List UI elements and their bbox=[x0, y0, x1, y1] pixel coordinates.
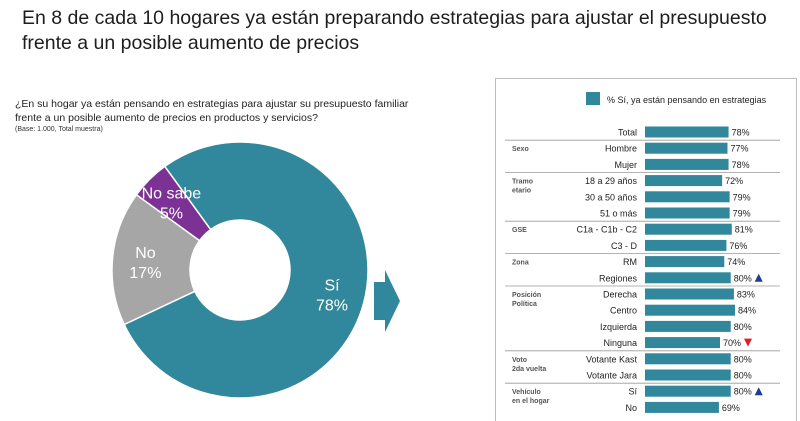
bar bbox=[645, 142, 728, 154]
donut-slice-value: 5% bbox=[160, 205, 183, 222]
sample-base-note: (Base: 1.000, Total muestra) bbox=[15, 126, 103, 133]
triangle-down-icon bbox=[744, 338, 752, 347]
group-label: Vehículo bbox=[512, 389, 541, 396]
breakdown-panel bbox=[495, 78, 797, 421]
bar-value-label: 69% bbox=[722, 403, 740, 413]
bar-value-label: 79% bbox=[733, 192, 751, 202]
donut-slice-label: Sí bbox=[324, 278, 340, 295]
bar-value-label: 78% bbox=[732, 128, 750, 138]
bar-value-label: 76% bbox=[729, 241, 747, 251]
bar-category-label: Izquierda bbox=[600, 322, 637, 332]
bar-category-label: No bbox=[625, 403, 637, 413]
bar-value-label: 80% bbox=[734, 371, 752, 381]
bar bbox=[645, 223, 732, 235]
bar bbox=[645, 288, 734, 300]
group-label: Zona bbox=[512, 260, 529, 267]
bar-category-label: Mujer bbox=[614, 160, 637, 170]
group-label: Posición bbox=[512, 292, 541, 299]
donut-slice-label: No bbox=[135, 245, 156, 262]
legend-label: % Sí, ya están pensando en estrategias bbox=[607, 95, 767, 105]
donut-slice-value: 78% bbox=[316, 298, 348, 315]
bar-value-label: 79% bbox=[733, 209, 751, 219]
arrow-right-icon bbox=[374, 270, 400, 332]
donut-slice-value: 17% bbox=[129, 265, 161, 282]
bar bbox=[645, 369, 731, 381]
bar-category-label: Total bbox=[618, 128, 637, 138]
bar bbox=[645, 353, 731, 365]
bar bbox=[645, 175, 723, 187]
bar-value-label: 77% bbox=[731, 144, 749, 154]
group-label: GSE bbox=[512, 227, 527, 234]
bar bbox=[645, 320, 731, 332]
bar-value-label: 84% bbox=[738, 306, 756, 316]
bar-category-label: Votante Kast bbox=[586, 354, 638, 364]
bar-value-label: 80% bbox=[734, 273, 752, 283]
bar-category-label: RM bbox=[623, 257, 637, 267]
bar-value-label: 83% bbox=[737, 290, 755, 300]
bar-value-label: 72% bbox=[725, 176, 743, 186]
bar-value-label: 80% bbox=[734, 354, 752, 364]
donut-slice-label: No sabe bbox=[142, 185, 202, 202]
group-label: 2da vuelta bbox=[512, 366, 546, 373]
bar-value-label: 74% bbox=[727, 257, 745, 267]
group-label: etario bbox=[512, 188, 531, 195]
group-label: Política bbox=[512, 301, 537, 308]
bar bbox=[645, 272, 731, 284]
bar-category-label: Votante Jara bbox=[586, 371, 637, 381]
bar bbox=[645, 256, 725, 268]
bar-category-label: C3 - D bbox=[611, 241, 638, 251]
survey-question: ¿En su hogar ya están pensando en estrat… bbox=[15, 98, 409, 124]
group-label: Tramo bbox=[512, 179, 533, 186]
page-title: En 8 de cada 10 hogares ya están prepara… bbox=[22, 7, 767, 54]
donut-chart: Sí 78% No 17% No sabe 5% bbox=[111, 141, 369, 399]
bar bbox=[645, 304, 735, 316]
triangle-up-icon bbox=[754, 273, 763, 282]
group-label: Sexo bbox=[512, 146, 529, 153]
group-label: Voto bbox=[512, 357, 527, 364]
bar-value-label: 80% bbox=[734, 322, 752, 332]
group-label: en el hogar bbox=[512, 398, 550, 405]
bar bbox=[645, 207, 730, 219]
bar-value-label: 78% bbox=[732, 160, 750, 170]
bar bbox=[645, 401, 719, 413]
legend-swatch bbox=[586, 92, 600, 105]
bar bbox=[645, 337, 720, 349]
bar bbox=[645, 385, 731, 397]
donut-slice-2 bbox=[135, 165, 212, 242]
bar-category-label: Ninguna bbox=[603, 338, 637, 348]
breakdown-bar-chart: % Sí, ya están pensando en estrategias To… bbox=[505, 92, 780, 413]
bar bbox=[645, 191, 730, 203]
bar-category-label: C1a - C1b - C2 bbox=[576, 225, 637, 235]
bar-category-label: 18 a 29 años bbox=[585, 176, 638, 186]
bar-category-label: Centro bbox=[610, 306, 637, 316]
triangle-up-icon bbox=[754, 387, 763, 396]
bar-value-label: 80% bbox=[734, 387, 752, 397]
bar-category-label: 51 o más bbox=[600, 209, 638, 219]
bar-value-label: 70% bbox=[723, 338, 741, 348]
bar-category-label: Hombre bbox=[605, 144, 637, 154]
donut-slice-0 bbox=[123, 141, 369, 399]
bar-category-label: Sí bbox=[628, 387, 637, 397]
bar-category-label: Derecha bbox=[603, 290, 637, 300]
bar-category-label: 30 a 50 años bbox=[585, 192, 638, 202]
donut-slice-1 bbox=[111, 193, 201, 326]
bar bbox=[645, 126, 729, 138]
bar-value-label: 81% bbox=[735, 225, 753, 235]
bar bbox=[645, 239, 727, 251]
bar-category-label: Regiones bbox=[599, 273, 638, 283]
bar bbox=[645, 158, 729, 170]
